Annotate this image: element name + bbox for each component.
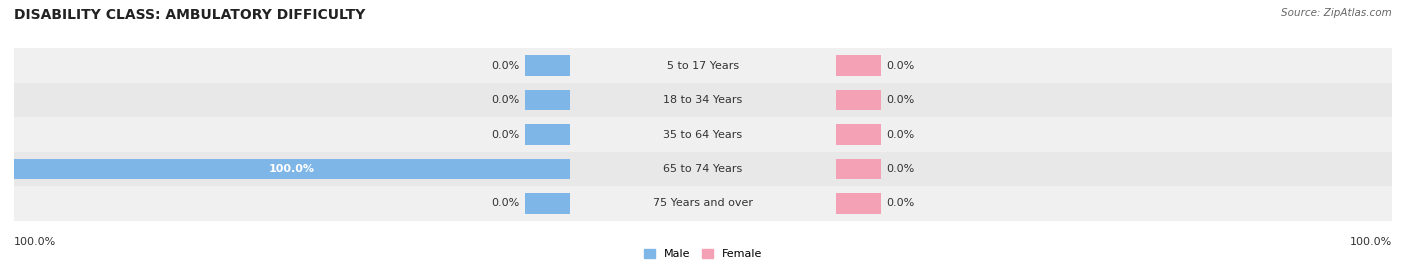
Bar [0, 83, 1406, 117]
Text: 0.0%: 0.0% [492, 61, 520, 71]
Bar [0, 48, 1406, 83]
Bar [837, 193, 880, 214]
Bar [0, 48, 1406, 83]
Bar [0, 83, 1406, 117]
Text: 65 to 74 Years: 65 to 74 Years [664, 164, 742, 174]
Text: 0.0%: 0.0% [886, 198, 914, 208]
Text: 0.0%: 0.0% [492, 198, 520, 208]
Bar [526, 55, 569, 76]
Bar [0, 117, 1406, 152]
Text: 5 to 17 Years: 5 to 17 Years [666, 61, 740, 71]
Bar [0, 48, 1406, 83]
Text: 0.0%: 0.0% [492, 129, 520, 140]
Bar [0, 117, 1406, 152]
Bar [526, 124, 569, 145]
Legend: Male, Female: Male, Female [640, 244, 766, 263]
Bar [0, 83, 1406, 117]
Text: 0.0%: 0.0% [886, 95, 914, 105]
Text: Source: ZipAtlas.com: Source: ZipAtlas.com [1281, 8, 1392, 18]
Bar [0, 186, 1406, 221]
Text: 100.0%: 100.0% [269, 164, 315, 174]
Bar [837, 90, 880, 110]
Text: 0.0%: 0.0% [886, 129, 914, 140]
Text: 35 to 64 Years: 35 to 64 Years [664, 129, 742, 140]
Text: 0.0%: 0.0% [886, 164, 914, 174]
Bar [14, 159, 569, 179]
Text: 75 Years and over: 75 Years and over [652, 198, 754, 208]
Bar [526, 90, 569, 110]
Bar [837, 55, 880, 76]
Text: 0.0%: 0.0% [886, 61, 914, 71]
Bar [0, 152, 1406, 186]
Bar [526, 193, 569, 214]
Bar [837, 124, 880, 145]
Bar [837, 159, 880, 179]
Bar [0, 152, 1406, 186]
Text: 18 to 34 Years: 18 to 34 Years [664, 95, 742, 105]
Bar [0, 117, 1406, 152]
Text: 0.0%: 0.0% [492, 95, 520, 105]
Text: 100.0%: 100.0% [1350, 237, 1392, 247]
Bar [0, 152, 1406, 186]
Bar [0, 186, 1406, 221]
Text: 100.0%: 100.0% [14, 237, 56, 247]
Bar [0, 186, 1406, 221]
Text: DISABILITY CLASS: AMBULATORY DIFFICULTY: DISABILITY CLASS: AMBULATORY DIFFICULTY [14, 8, 366, 22]
